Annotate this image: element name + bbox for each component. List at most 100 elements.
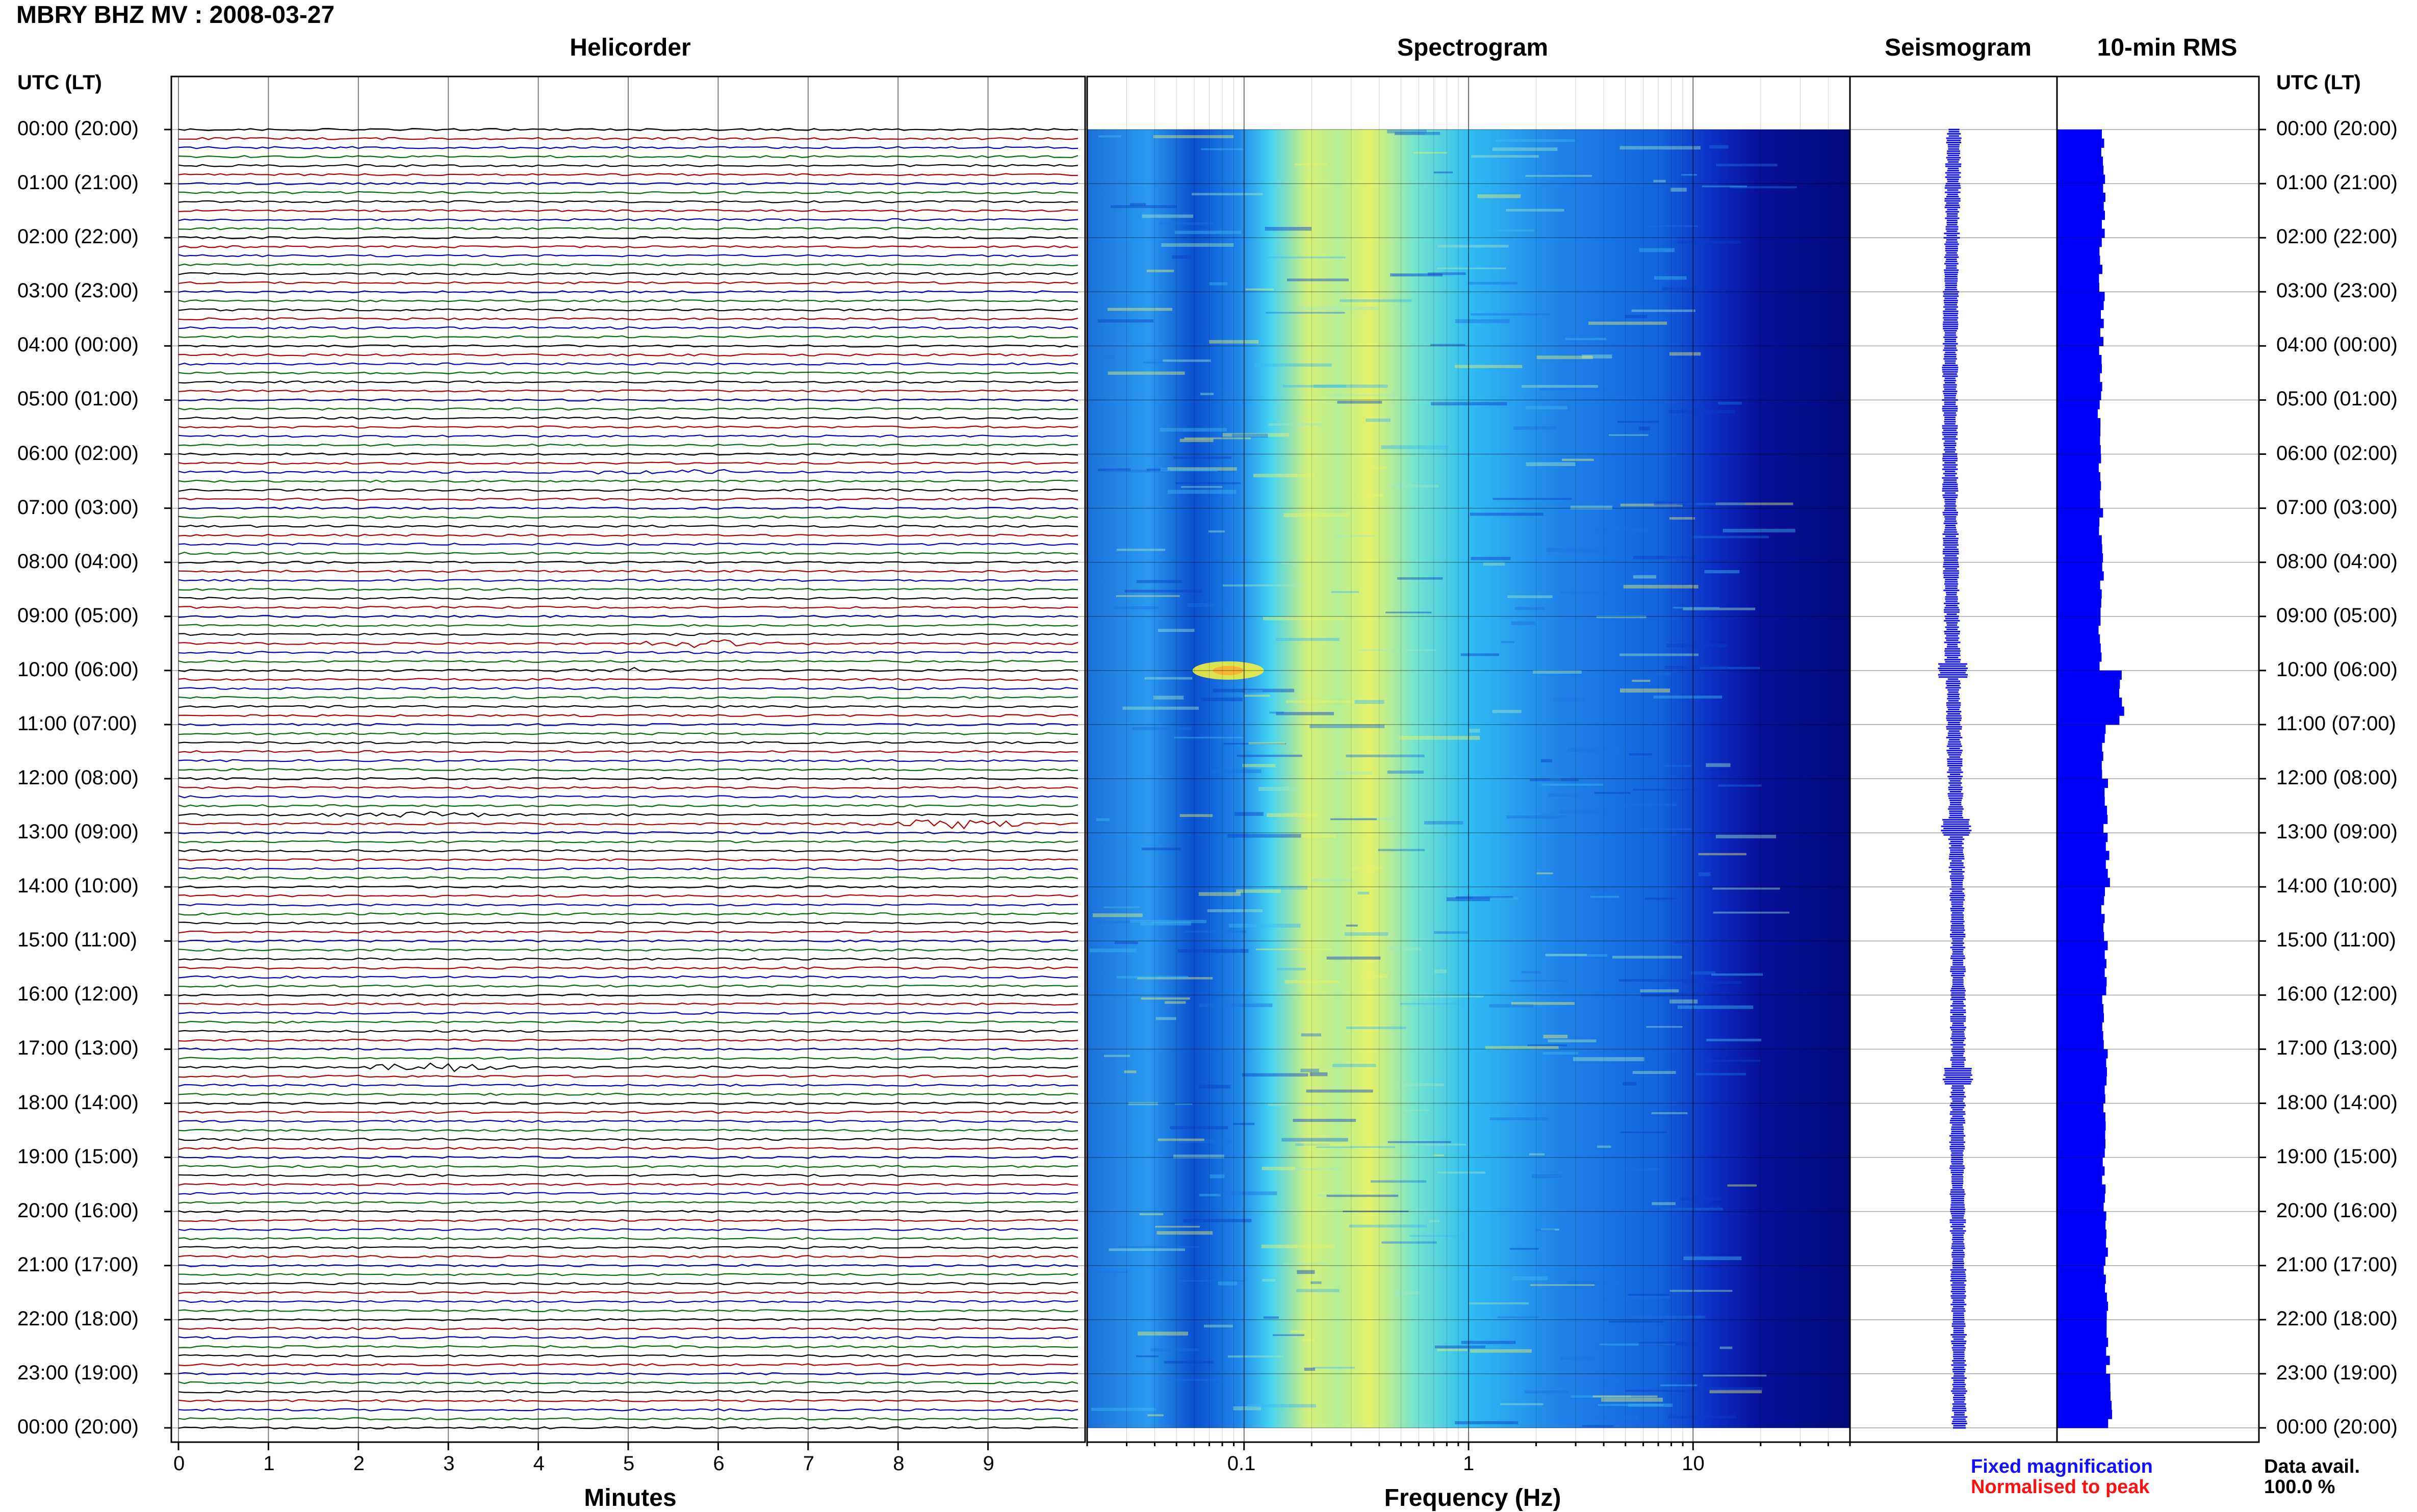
spectrogram-cell	[1603, 1296, 1670, 1299]
spectrogram-cell	[1173, 456, 1231, 459]
spectrogram-title: Spectrogram	[1397, 34, 1549, 61]
spectrogram-cell	[1644, 898, 1677, 900]
spectrogram-cell	[1210, 1174, 1225, 1178]
spectrogram-cell	[1122, 706, 1199, 710]
spectrogram-cell	[1594, 792, 1631, 794]
spectrogram-cell	[1210, 769, 1262, 774]
rms-bar	[2057, 1049, 2108, 1059]
spectrogram-cell	[1631, 309, 1695, 312]
spectrogram-cell	[1155, 1225, 1200, 1228]
rms-bar	[2057, 652, 2102, 662]
rms-bar	[2057, 1184, 2106, 1194]
spectrogram-cell	[1097, 319, 1154, 323]
legend-normalised-to-peak: Normalised to peak	[1971, 1476, 2150, 1498]
spectrogram-cell	[1381, 1241, 1437, 1244]
spectrogram-cell	[1357, 891, 1370, 894]
hour-label: 16:00 (12:00)	[2276, 983, 2398, 1006]
rms-bar	[2057, 922, 2103, 933]
spectrogram-cell	[1146, 468, 1170, 471]
rms-bar	[2057, 418, 2101, 427]
spectrogram-cell	[1173, 1155, 1224, 1159]
spectrogram-cell	[1654, 501, 1696, 506]
spectrogram-cell	[1506, 815, 1566, 818]
hour-label: 00:00 (20:00)	[2276, 117, 2398, 140]
rms-bar	[2057, 905, 2101, 914]
rms-bar	[2057, 977, 2107, 987]
hour-label: 03:00 (23:00)	[2276, 279, 2398, 302]
rms-bar	[2057, 373, 2100, 382]
spectrogram-cell	[1571, 1395, 1631, 1398]
hour-label: 00:00 (20:00)	[17, 1416, 139, 1438]
rms-bar	[2057, 1211, 2106, 1221]
spectrogram-cell	[1318, 1194, 1330, 1197]
spectrogram-cell	[1525, 175, 1592, 177]
spectrogram-cell	[1124, 1070, 1137, 1073]
rms-bar	[2057, 283, 2099, 292]
spectrogram-cell	[1515, 607, 1545, 610]
spectrogram-cell	[1640, 993, 1704, 997]
spectrogram-cell	[1718, 401, 1742, 405]
spectrogram-event-core	[1213, 665, 1244, 675]
rms-bar	[2057, 157, 2103, 166]
spectrogram-cell	[1142, 214, 1193, 218]
spectrogram-cell	[1399, 736, 1480, 740]
spectrogram-cell	[1673, 607, 1719, 609]
rms-bar	[2057, 887, 2105, 896]
spectrogram-cell	[1284, 980, 1341, 984]
rms-bar	[2057, 337, 2104, 346]
spectrogram-cell	[1129, 203, 1146, 206]
spectrogram-cell	[1669, 1290, 1733, 1292]
spectrogram-cell	[1492, 709, 1522, 713]
hour-label: 05:00 (01:00)	[17, 388, 139, 411]
spectrogram-texture	[1089, 130, 1797, 1427]
spectrogram-cell	[1275, 637, 1340, 641]
spectrogram-cell	[1408, 995, 1484, 997]
spectrogram-cell	[1204, 1324, 1233, 1328]
spectrogram-cell	[1400, 1003, 1481, 1005]
rms-bar	[2057, 1301, 2109, 1311]
spectrogram-cell	[1511, 621, 1535, 625]
spectrogram-cell	[1704, 570, 1740, 574]
spectrogram-cell	[1524, 1390, 1569, 1394]
helicorder-xlabel: Minutes	[584, 1484, 677, 1511]
spectrogram-cell	[1727, 1184, 1757, 1187]
rms-title: 10-min RMS	[2097, 34, 2238, 61]
spectrogram-cell	[1108, 371, 1185, 375]
spectrogram-cell	[1332, 1064, 1376, 1067]
spectrogram-cell	[1160, 428, 1227, 432]
spectrogram-cell	[1184, 437, 1251, 440]
spectrogram-cell	[1268, 423, 1324, 426]
spectrogram-cell	[1541, 783, 1604, 786]
spectrogram-cell	[1168, 1378, 1221, 1381]
rms-bar	[2057, 246, 2100, 257]
spectrogram-cell	[1424, 821, 1463, 825]
spectrogram-cell	[1209, 282, 1228, 286]
spectrogram-cell	[1232, 433, 1268, 438]
spectrogram-cell	[1282, 385, 1346, 388]
rms-bar	[2057, 1410, 2112, 1419]
rms-bar	[2057, 472, 2100, 482]
spectrogram-cell	[1548, 793, 1580, 797]
rms-bar	[2057, 1022, 2102, 1032]
spectrogram-cell	[1543, 1035, 1568, 1039]
spectrogram-cell	[1625, 315, 1648, 319]
spectrogram-cell	[1496, 229, 1534, 232]
hour-label: 11:00 (07:00)	[2276, 712, 2396, 735]
spectrogram-cell	[1697, 182, 1719, 185]
rms-bar	[2057, 625, 2099, 635]
spectrogram-cell	[1141, 997, 1190, 1000]
minute-tick-label: 3	[443, 1452, 455, 1475]
spectrogram-cell	[1536, 872, 1553, 875]
rms-bar	[2057, 391, 2101, 400]
spectrogram-cell	[1550, 778, 1561, 781]
spectrogram-cell	[1150, 1348, 1199, 1352]
rms-bar	[2057, 211, 2105, 220]
spectrogram-cell	[1632, 1315, 1706, 1319]
spectrogram-cell	[1292, 834, 1336, 838]
spectrogram-cell	[1198, 892, 1241, 896]
spectrogram-cell	[1609, 434, 1649, 436]
rms-bar	[2057, 553, 2103, 563]
rms-panel	[2057, 130, 2124, 1428]
spectrogram-cell	[1385, 611, 1432, 613]
spectrogram-cell	[1173, 1280, 1245, 1282]
